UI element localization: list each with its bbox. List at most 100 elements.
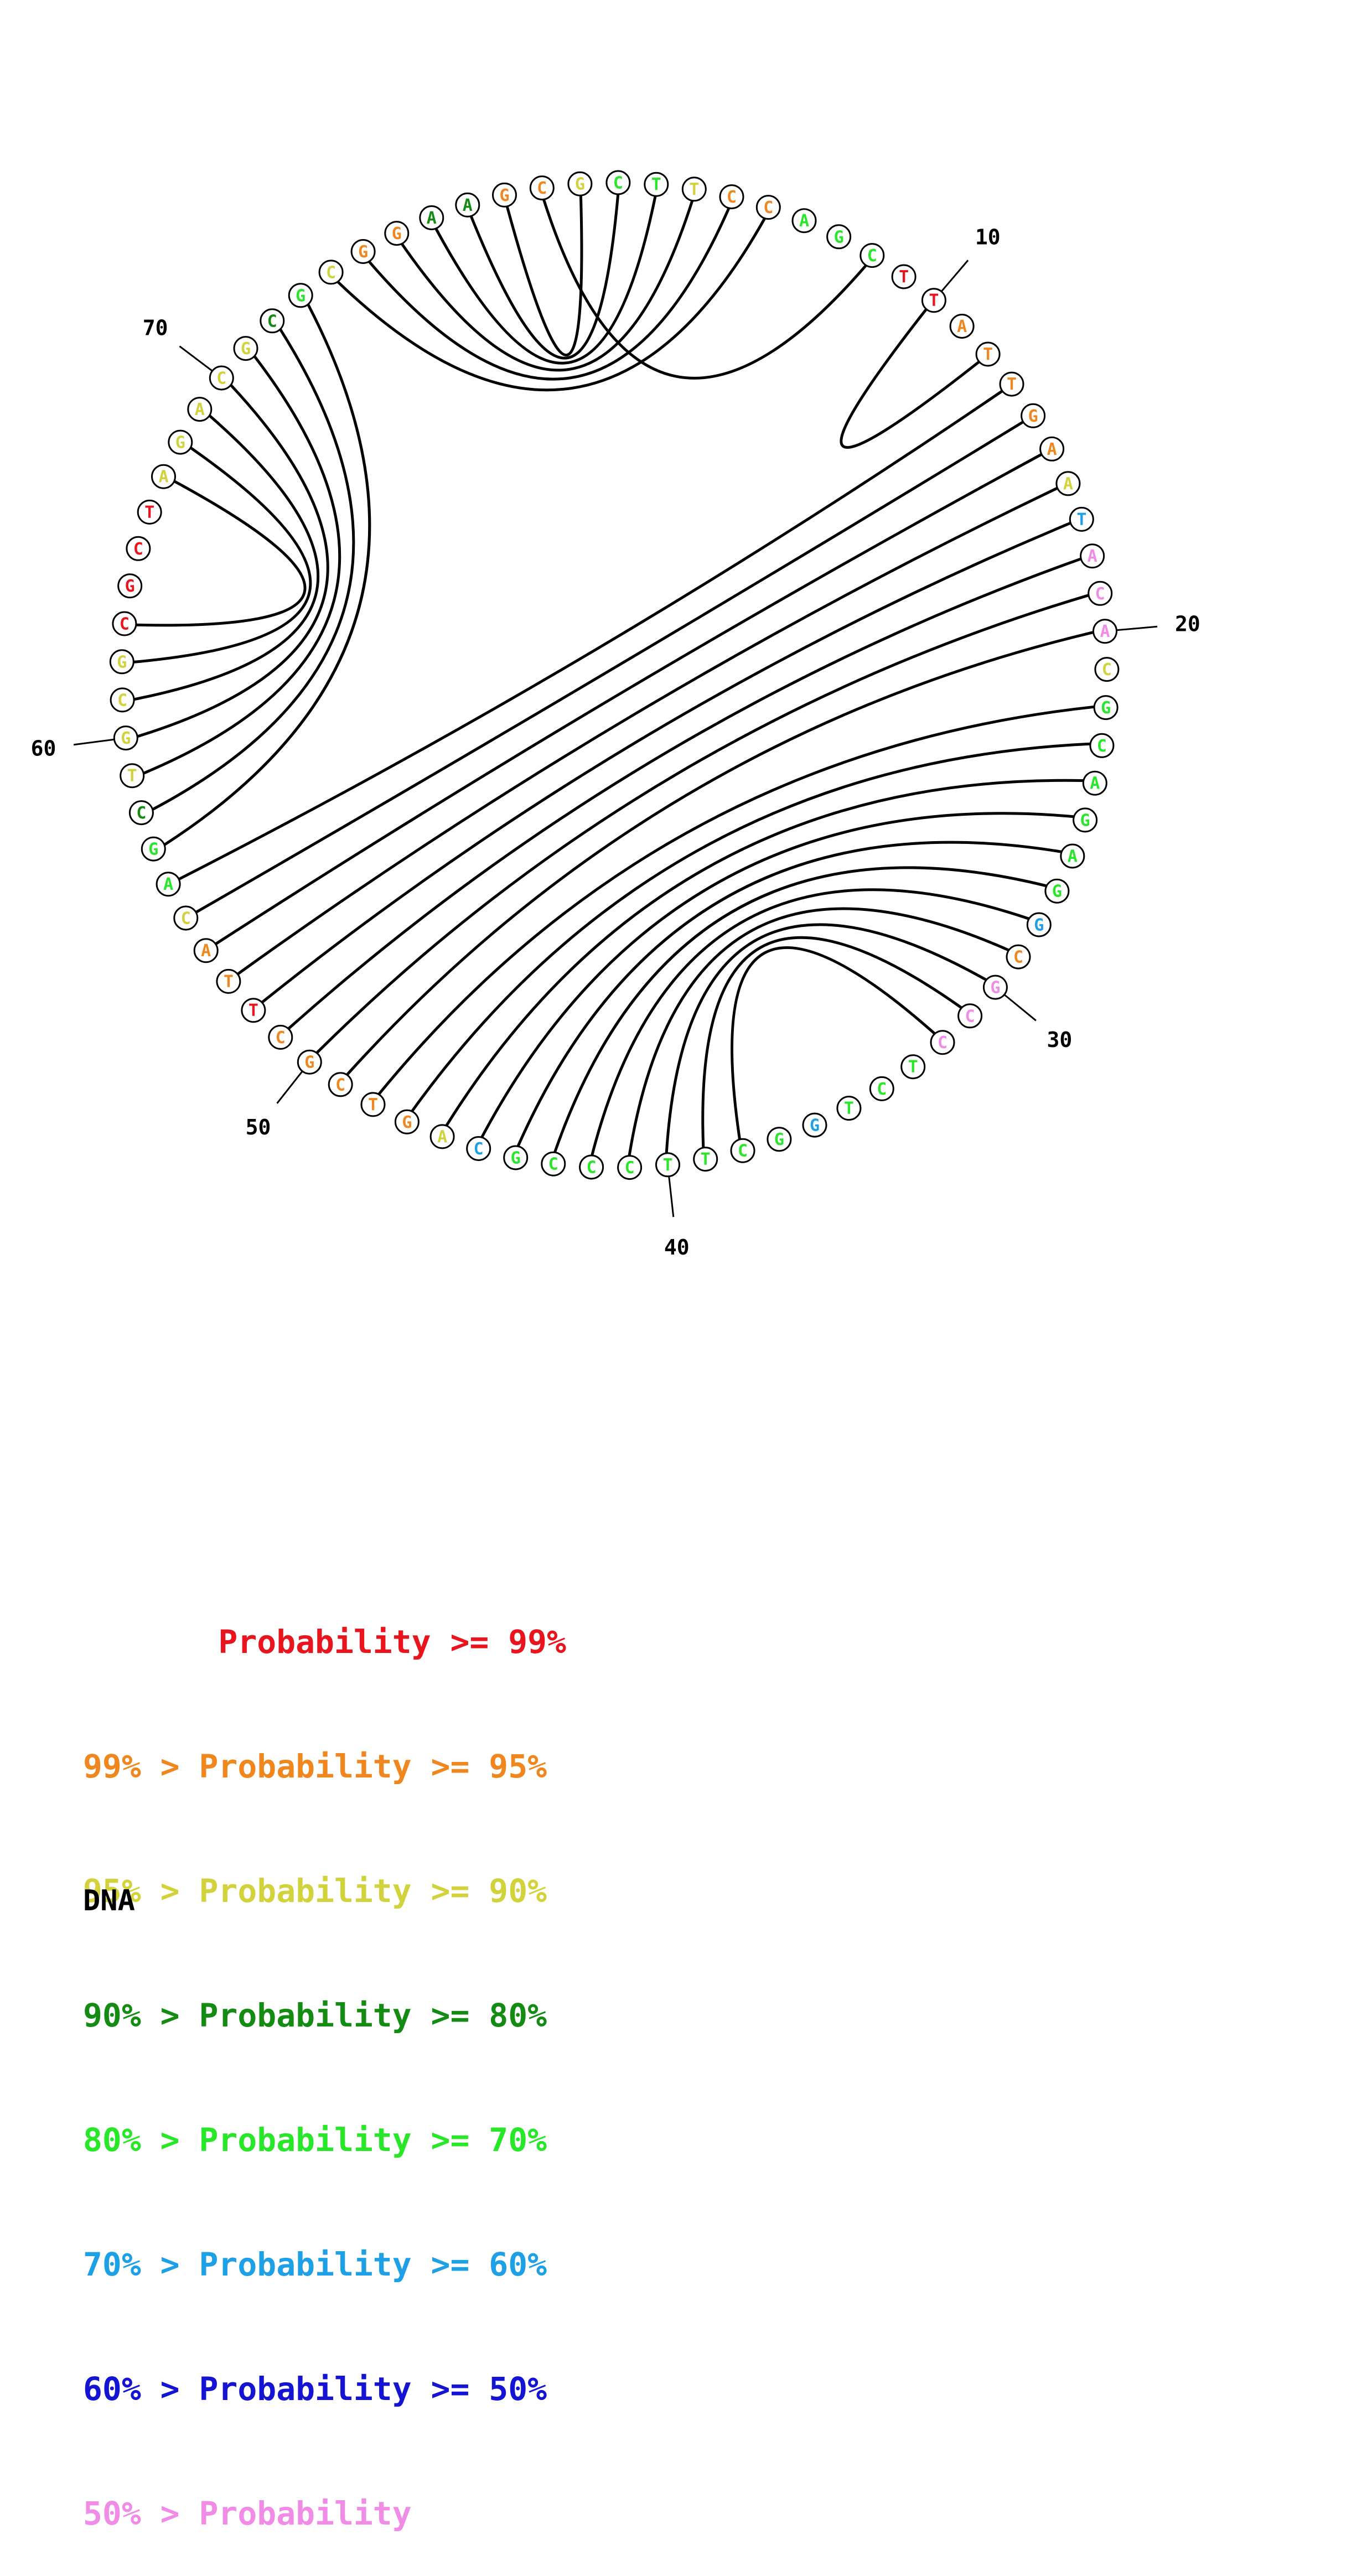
- position-label: 30: [1047, 1028, 1073, 1052]
- nucleotide: A: [1093, 619, 1117, 644]
- base-pair-arc: [236, 486, 1058, 976]
- base-pair-arc: [137, 383, 329, 738]
- nucleotide-letter: C: [965, 1007, 975, 1026]
- nucleotide-circle: [109, 649, 134, 675]
- nucleotide: A: [1082, 770, 1107, 796]
- nucleotide-circle: [655, 1152, 680, 1178]
- nucleotide-circle: [1039, 436, 1065, 462]
- legend-row-7: 60% > Probability >= 50%: [83, 2370, 547, 2408]
- nucleotide-letter: C: [738, 1142, 748, 1161]
- nucleotide: C: [173, 905, 199, 931]
- position-label: 20: [1175, 611, 1200, 636]
- nucleotide-circle: [755, 195, 781, 220]
- nucleotide-letter: G: [148, 840, 158, 859]
- nucleotide: C: [260, 308, 285, 334]
- nucleotide: T: [644, 172, 669, 197]
- nucleotide-circle: [1088, 580, 1113, 606]
- position-tick: [668, 1176, 675, 1217]
- nucleotide-circle: [730, 1138, 755, 1163]
- nucleotide-circle: [193, 938, 219, 963]
- nucleotide-letter: C: [216, 369, 226, 388]
- nucleotide: A: [1055, 471, 1081, 496]
- nucleotide-letter: G: [121, 729, 131, 748]
- nucleotide-circle: [384, 221, 410, 246]
- nucleotide: C: [466, 1136, 491, 1161]
- nucleotide-circle: [567, 171, 593, 196]
- nucleotide: C: [1089, 733, 1115, 758]
- nucleotide: T: [836, 1096, 862, 1121]
- nucleotide-circle: [110, 687, 135, 713]
- nucleotide-letter: C: [136, 804, 146, 823]
- nucleotide-letter: C: [625, 1158, 635, 1178]
- nucleotide-letter: G: [117, 652, 127, 672]
- base-pair-arc: [505, 195, 583, 357]
- nucleotide-letter: T: [701, 1150, 711, 1169]
- nucleotide: A: [187, 397, 213, 422]
- nucleotide: A: [429, 1124, 455, 1149]
- nucleotide: G: [492, 182, 517, 208]
- nucleotide-letter: C: [474, 1139, 484, 1159]
- nucleotide-circle: [112, 611, 137, 636]
- nucleotide: G: [350, 239, 376, 264]
- nucleotide: G: [982, 975, 1008, 1000]
- base-pair-arc: [434, 195, 657, 365]
- nucleotide-circle: [151, 464, 176, 489]
- probability-legend: Probability >= 99% 99% > Probability >= …: [83, 1538, 566, 2576]
- nucleotide-circle: [930, 1030, 955, 1055]
- nucleotide-circle: [1026, 912, 1052, 937]
- nucleotide-letter: C: [181, 909, 191, 929]
- nucleotide-letter: C: [877, 1080, 887, 1099]
- nucleotide-circle: [767, 1127, 792, 1152]
- nucleotide: G: [1026, 912, 1052, 937]
- nucleotide-letter: A: [463, 196, 473, 215]
- nucleotide: C: [318, 260, 344, 285]
- position-label: 40: [664, 1235, 690, 1260]
- nucleotide-circle: [999, 371, 1024, 397]
- nucleotide-letter: T: [651, 175, 661, 195]
- nucleotide-circle: [1069, 506, 1094, 532]
- nucleotide-letter: C: [548, 1155, 558, 1174]
- nucleotide: G: [117, 573, 143, 599]
- base-pair-arc: [445, 779, 1084, 1127]
- nucleotide-circle: [529, 175, 555, 201]
- position-label: 60: [31, 737, 56, 761]
- nucleotide-letter: C: [727, 188, 737, 207]
- nucleotide-circle: [328, 1072, 353, 1097]
- nucleotide-circle: [492, 182, 517, 208]
- nucleotide-letter: G: [990, 978, 1000, 998]
- nucleotide: C: [605, 170, 631, 195]
- nucleotide-circle: [1093, 695, 1119, 721]
- nucleotide-circle: [241, 998, 266, 1023]
- nucleotide-letter: T: [127, 766, 137, 786]
- nucleotide: G: [141, 836, 166, 862]
- nucleotide-circle: [579, 1154, 604, 1180]
- nucleotide-circle: [1073, 807, 1098, 833]
- nucleotide-letter: C: [133, 540, 143, 559]
- nucleotide-letter: A: [1088, 547, 1097, 566]
- nucleotide-letter: A: [158, 468, 168, 487]
- nucleotide: T: [681, 177, 707, 202]
- base-pair-arc: [377, 705, 1095, 1096]
- nucleotide: C: [579, 1154, 604, 1180]
- nucleotide-letter: G: [296, 286, 306, 305]
- nucleotide: A: [791, 208, 817, 234]
- nucleotide-letter: T: [899, 268, 909, 287]
- nucleotide: A: [1080, 543, 1105, 569]
- nucleotide-circle: [541, 1151, 566, 1176]
- nucleotide: G: [767, 1127, 792, 1152]
- nucleotide-circle: [921, 288, 946, 313]
- base-pair-arc: [701, 936, 962, 1148]
- nucleotide-circle: [802, 1112, 827, 1138]
- nucleotide-circle: [503, 1145, 529, 1170]
- nucleotide-circle: [869, 1076, 894, 1101]
- position-label: 10: [975, 225, 1001, 250]
- base-pair-arc: [215, 453, 1043, 946]
- nucleotide-letter: G: [304, 1053, 314, 1072]
- nucleotide-circle: [466, 1136, 491, 1161]
- base-pair-arc: [133, 414, 320, 701]
- nucleotide-letter: T: [983, 345, 993, 365]
- nucleotide-letter: A: [957, 317, 967, 336]
- nucleotide: A: [949, 314, 975, 339]
- position-label: 50: [246, 1115, 271, 1139]
- nucleotide-circle: [826, 224, 852, 250]
